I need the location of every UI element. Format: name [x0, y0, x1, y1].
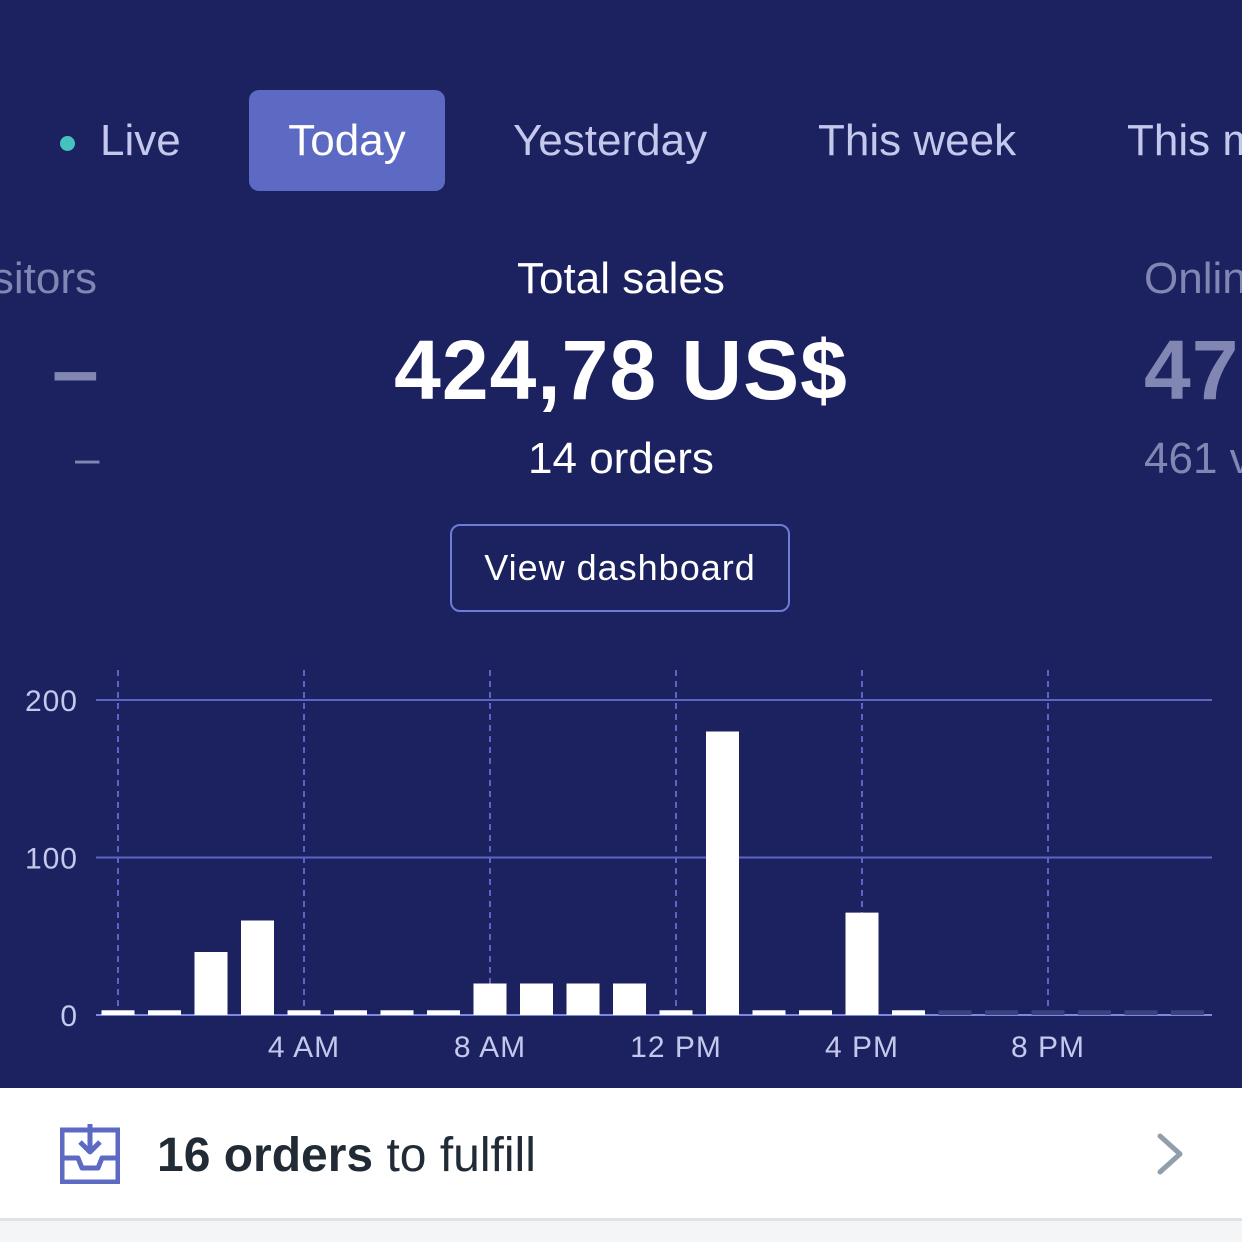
chart-bar	[752, 1010, 786, 1015]
chart-bar	[892, 1010, 925, 1015]
chart-x-tick-label: 8 AM	[454, 1031, 526, 1064]
chart-bar	[101, 1010, 135, 1015]
tab-today-label: Today	[288, 115, 406, 165]
tab-yesterday[interactable]: Yesterday	[513, 90, 707, 191]
chart-y-tick-label: 100	[25, 843, 78, 876]
visitors-metric-sub: –	[75, 434, 100, 483]
live-status-dot-icon	[60, 136, 75, 151]
visitors-metric-value: –	[52, 323, 100, 417]
orders-to-fulfill-text: 16 orders to fulfill	[157, 1128, 536, 1183]
chart-bar	[845, 912, 879, 1015]
analytics-panel: Live Today Yesterday This week This m si…	[0, 0, 1242, 1088]
view-dashboard-button[interactable]: View dashboard	[450, 524, 790, 612]
chart-y-tick-label: 200	[25, 685, 78, 718]
chart-bar	[1171, 1010, 1204, 1015]
chart-x-tick-label: 4 PM	[825, 1031, 899, 1064]
sales-bar-chart: 0 100 200 4 AM 8 AM 12 PM 4 PM 8 PM	[25, 670, 1212, 1064]
tab-live-label: Live	[100, 115, 181, 165]
chart-bar	[427, 1010, 460, 1015]
visitors-metric-title: sitors	[0, 254, 97, 303]
online-metric-value: 47	[1144, 323, 1240, 417]
chart-bar	[985, 1010, 1018, 1015]
fulfill-suffix: to fulfill	[373, 1129, 536, 1182]
tab-this-month[interactable]: This m	[1127, 90, 1242, 191]
tab-this-week-label: This week	[818, 115, 1017, 165]
chart-bar	[241, 920, 274, 1015]
chart-x-tick-label: 12 PM	[630, 1031, 722, 1064]
chart-bar	[566, 983, 600, 1015]
inbox-download-icon	[60, 1124, 120, 1184]
chart-bar	[194, 952, 228, 1015]
chart-bar	[473, 983, 507, 1015]
chart-bar	[1078, 1010, 1111, 1015]
chart-bar	[334, 1010, 367, 1015]
chart-bar	[659, 1010, 693, 1015]
orders-to-fulfill-row[interactable]: 16 orders to fulfill	[0, 1088, 1242, 1221]
total-sales-value: 424,78 US$	[394, 323, 848, 417]
chart-bar	[380, 1010, 414, 1015]
chart-bar	[287, 1010, 321, 1015]
online-metric-title: Onlin	[1144, 254, 1242, 303]
chart-bar	[799, 1010, 832, 1015]
view-dashboard-label: View dashboard	[484, 547, 756, 588]
tab-yesterday-label: Yesterday	[513, 115, 708, 165]
chart-bar	[148, 1010, 181, 1015]
orders-count: 14 orders	[528, 434, 714, 483]
fulfill-count: 16 orders	[157, 1129, 374, 1182]
tab-this-month-label: This m	[1127, 115, 1242, 165]
chart-bar	[1031, 1010, 1065, 1015]
chart-x-tick-label: 8 PM	[1011, 1031, 1085, 1064]
tab-this-week[interactable]: This week	[818, 90, 1016, 191]
chevron-right-icon	[1157, 1133, 1183, 1175]
chart-bar	[520, 983, 553, 1015]
chart-x-tick-label: 4 AM	[268, 1031, 340, 1064]
chart-bar	[706, 731, 739, 1015]
tab-live[interactable]: Live	[100, 90, 181, 191]
chart-bar	[938, 1010, 972, 1015]
online-metric-sub: 461 v	[1144, 434, 1242, 483]
tab-today[interactable]: Today	[249, 90, 445, 191]
chart-y-tick-label: 0	[60, 1000, 78, 1033]
chart-bar	[613, 983, 646, 1015]
total-sales-title: Total sales	[517, 254, 725, 303]
chart-bar	[1124, 1010, 1158, 1015]
